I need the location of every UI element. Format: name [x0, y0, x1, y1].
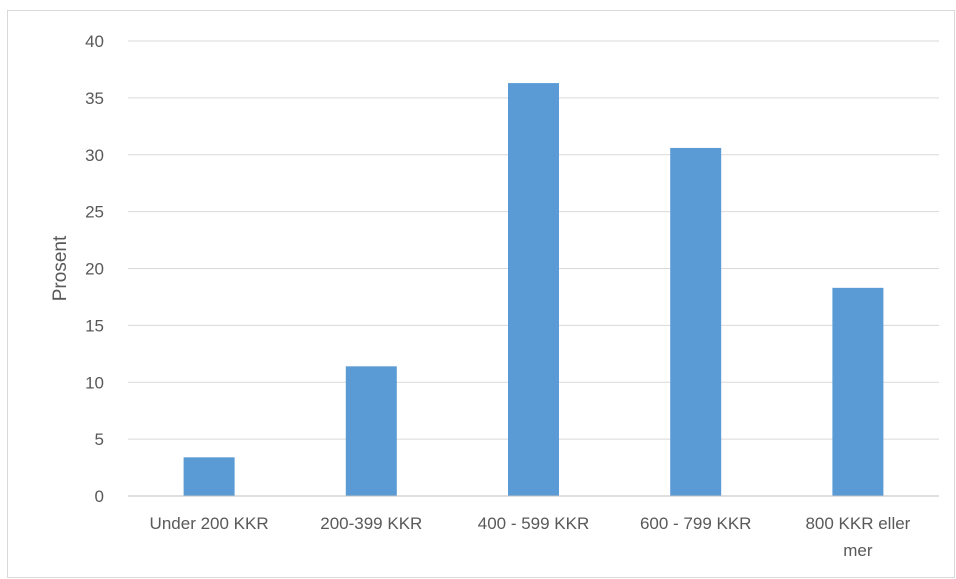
x-category-label: 600 - 799 KKR: [640, 514, 752, 533]
y-tick-label: 10: [85, 373, 104, 392]
y-tick-label: 25: [85, 203, 104, 222]
chart-frame: [7, 10, 955, 578]
bar: [183, 457, 235, 496]
y-tick-label: 0: [95, 487, 104, 506]
y-tick-label: 35: [85, 89, 104, 108]
bar: [670, 147, 722, 497]
bar: [508, 83, 559, 497]
y-axis-title: Prosent: [50, 235, 71, 301]
y-tick-label: 20: [85, 260, 104, 279]
bar: [832, 287, 884, 496]
x-category-label: 200-399 KKR: [320, 514, 422, 533]
y-tick-label: 15: [85, 316, 104, 335]
bar: [345, 366, 397, 496]
x-category-label: Under 200 KKR: [150, 514, 269, 533]
bars: [183, 83, 884, 497]
y-tick-label: 40: [85, 32, 104, 51]
labels: 0 5 10 15 20 25 30 35 40 Under 200 KKR 200-399 KKR…: [85, 32, 911, 560]
y-tick-label: 5: [95, 430, 104, 449]
y-tick-label: 30: [85, 146, 104, 165]
x-category-label: 400 - 599 KKR: [478, 514, 590, 533]
x-category-label: 800 KKR eller mer: [805, 514, 910, 560]
